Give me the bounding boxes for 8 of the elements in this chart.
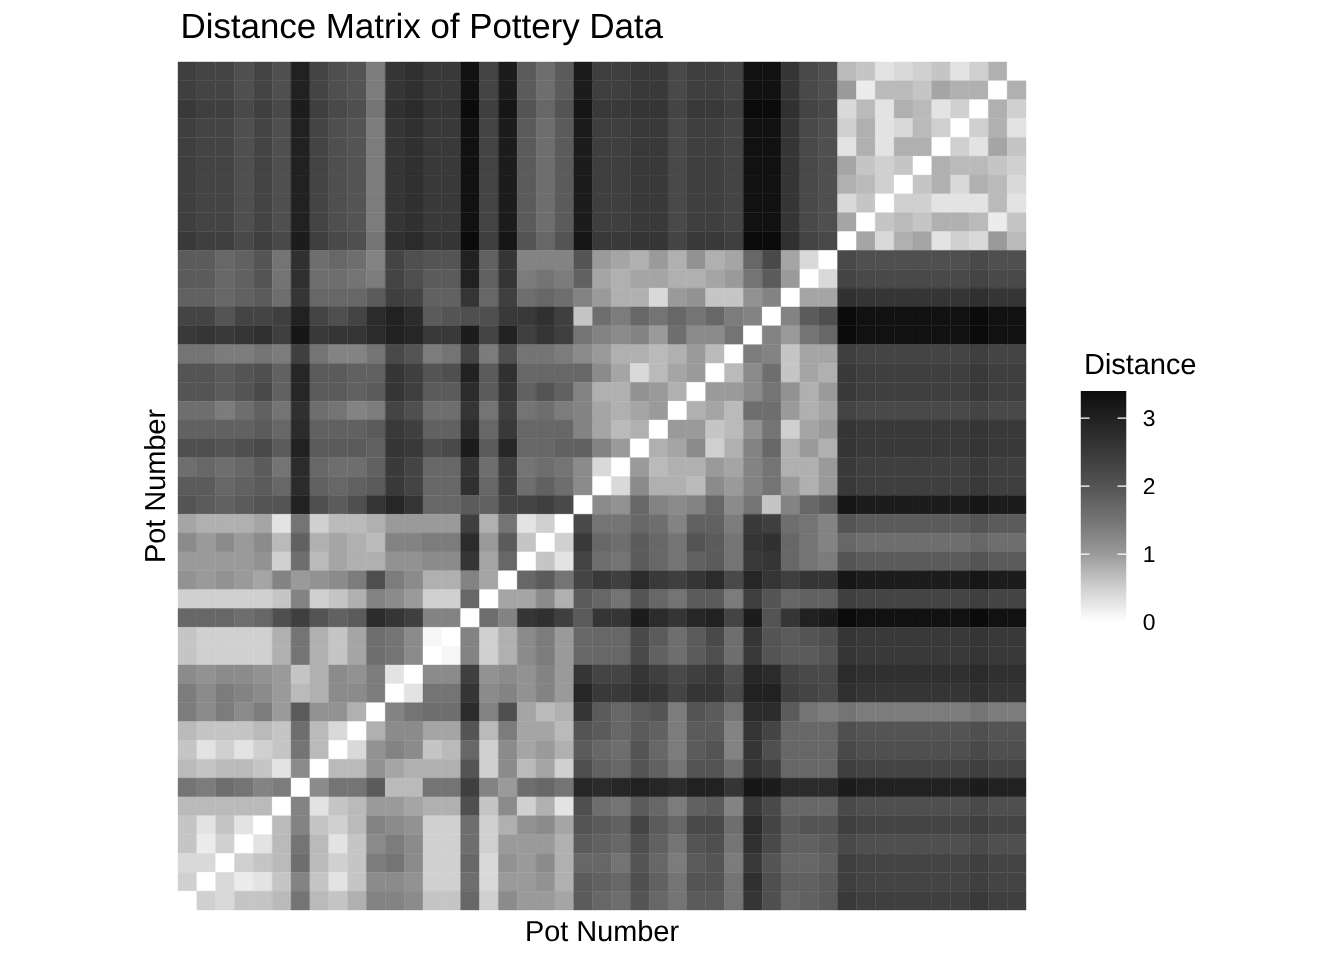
color-bar-label: 3	[1143, 410, 1155, 427]
color-bar-title: Distance	[1086, 353, 1196, 375]
y-axis-title: Pot Number	[144, 409, 166, 561]
chart-title: Distance Matrix of Pottery Data	[183, 12, 664, 46]
color-bar-label: 0	[1143, 613, 1155, 631]
x-axis-title: Pot Number	[527, 920, 679, 942]
color-bar-label: 1	[1144, 546, 1155, 562]
color-bar-label: 2	[1143, 478, 1155, 495]
